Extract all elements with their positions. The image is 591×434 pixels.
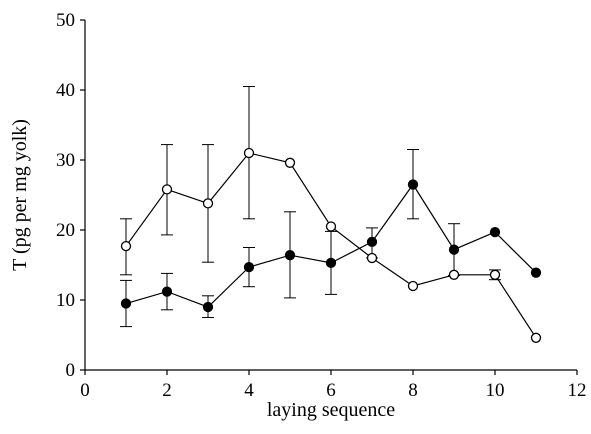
data-point-open	[243, 147, 255, 159]
data-point-filled	[407, 179, 419, 190]
plot-area	[120, 86, 542, 343]
data-point-filled	[366, 236, 378, 248]
data-point-open	[448, 269, 460, 280]
data-point-open	[489, 269, 501, 280]
error-bars	[120, 86, 501, 328]
data-point-open	[161, 184, 173, 195]
data-point-filled	[530, 267, 542, 278]
x-tick-label: 12	[568, 380, 587, 401]
y-tick-label: 30	[56, 150, 75, 171]
y-tick-label: 40	[56, 80, 75, 101]
data-point-open	[530, 332, 542, 343]
axes: 0 2 4 6 8 10 12 0 10 20 30 40 50	[56, 10, 587, 401]
data-point-filled	[120, 298, 132, 309]
y-tick-label: 10	[56, 290, 75, 311]
x-tick-label: 0	[80, 380, 90, 401]
data-point-filled	[202, 301, 214, 313]
x-tick-label: 2	[162, 380, 172, 401]
x-tick-label: 8	[408, 380, 418, 401]
data-point-filled	[489, 226, 501, 238]
y-tick-label: 20	[56, 220, 75, 241]
x-tick-label: 10	[486, 380, 505, 401]
x-tick-label: 4	[244, 380, 254, 401]
y-tick-label: 50	[56, 10, 75, 31]
data-point-open	[202, 198, 214, 209]
x-ticks: 0 2 4 6 8 10 12	[80, 370, 587, 401]
y-axis-title: T (pg per mg yolk)	[9, 119, 31, 271]
data-point-open	[325, 221, 337, 232]
y-ticks: 0 10 20 30 40 50	[56, 10, 85, 381]
y-tick-label: 0	[66, 360, 76, 381]
data-point-filled	[243, 261, 255, 273]
data-point-open	[284, 157, 296, 168]
data-point-filled	[284, 250, 296, 261]
data-point-open	[120, 240, 132, 252]
data-point-filled	[161, 286, 173, 297]
data-point-open	[407, 280, 419, 292]
x-axis-title: laying sequence	[267, 399, 395, 421]
data-point-filled	[325, 257, 337, 269]
data-point-open	[366, 252, 378, 264]
data-point-filled	[448, 244, 460, 255]
markers	[120, 147, 542, 343]
x-tick-label: 6	[326, 380, 336, 401]
